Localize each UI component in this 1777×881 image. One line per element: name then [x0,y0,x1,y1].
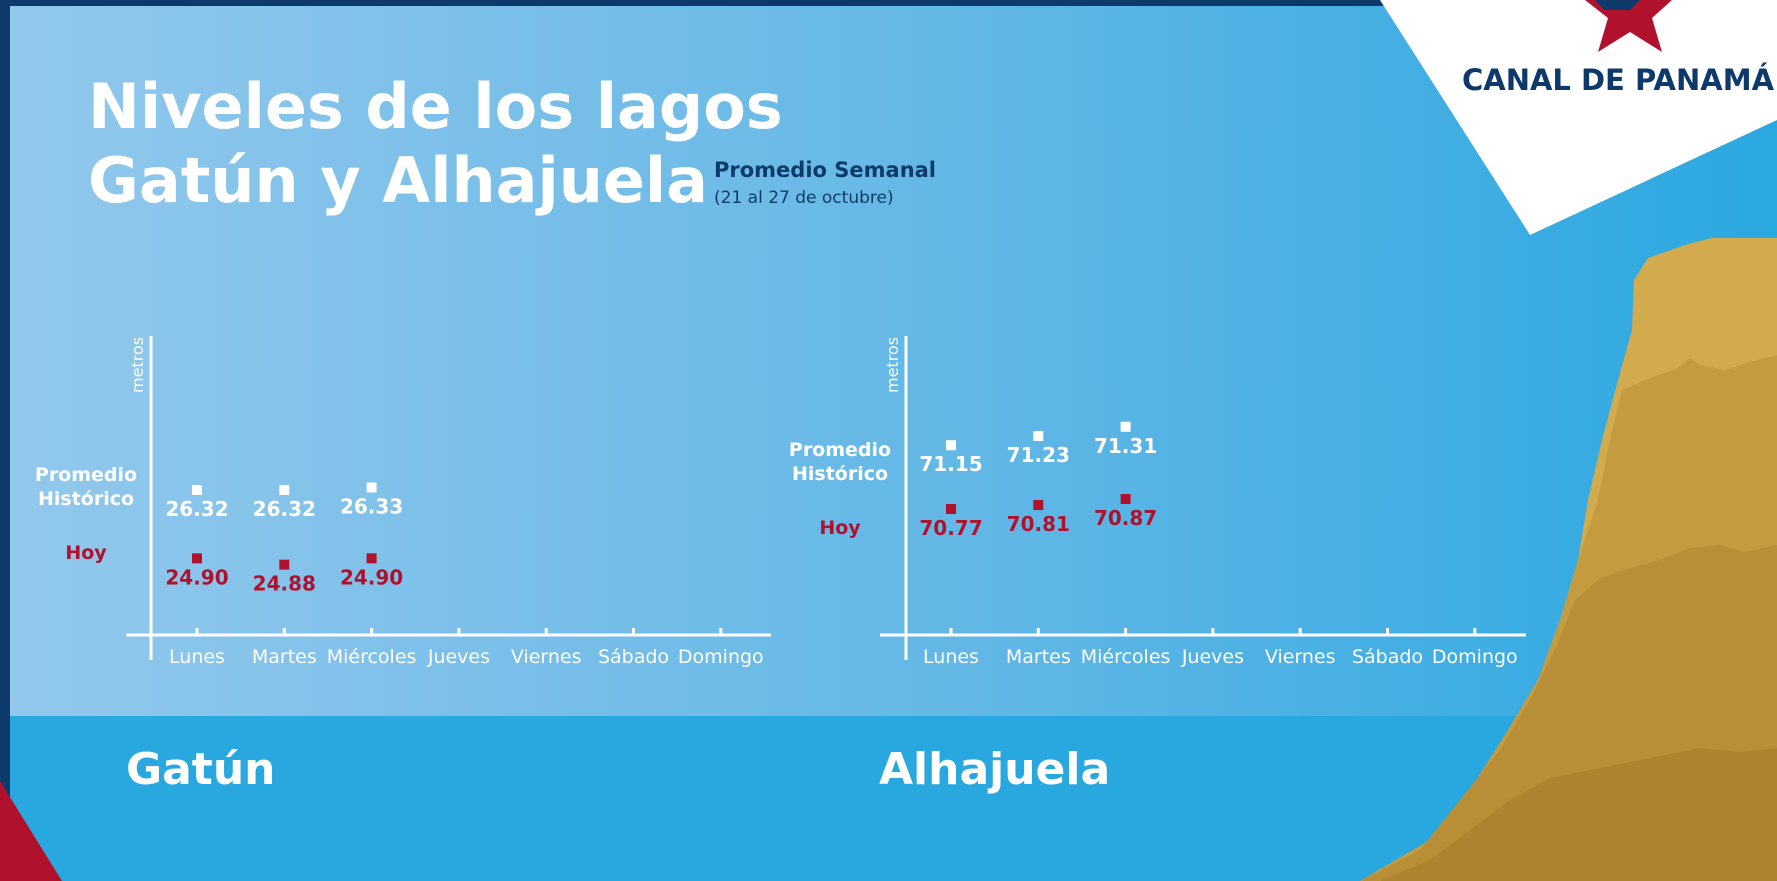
hoy-value-label: 24.90 [340,565,403,589]
hoy-point [192,553,202,564]
chart-title: Alhajuela [879,744,1110,795]
x-tick-label: Miércoles [1081,646,1171,668]
y-axis-label: metros [128,337,147,393]
x-tick-label: Domingo [678,646,764,668]
historico-point [946,440,956,451]
hoy-value-label: 70.77 [919,516,982,540]
historico-point [1120,421,1131,432]
hoy-point [946,504,956,514]
historico-point [192,485,202,495]
x-tick-label: Sábado [598,646,669,668]
subtitle: Promedio Semanal [714,158,936,182]
historico-value-label: 71.23 [1007,443,1070,467]
x-tick-label: Viernes [1265,646,1336,668]
historico-point [1033,431,1044,441]
x-tick-label: Lunes [923,646,979,668]
x-tick-label: Sábado [1352,646,1423,668]
chart-title: Gatún [126,744,276,795]
x-tick-label: Martes [252,646,317,668]
brand-name: CANAL DE PANAMÁ [1462,63,1775,97]
legend-hoy: Hoy [819,517,861,539]
x-tick-label: Viernes [511,646,582,668]
hoy-point [1120,494,1131,504]
historico-value-label: 26.32 [165,497,228,521]
hoy-value-label: 24.88 [253,572,316,596]
historico-value-label: 71.31 [1094,434,1157,458]
historico-point [279,485,290,495]
left-border [0,0,10,881]
page-title-line2: Gatún y Alhajuela [88,144,708,217]
hoy-value-label: 70.81 [1007,512,1070,536]
historico-value-label: 26.33 [340,495,403,519]
page-title-line1: Niveles de los lagos [88,70,783,143]
hoy-point [366,553,377,564]
historico-point [366,482,377,493]
star-icon [1585,0,1672,52]
x-tick-label: Lunes [169,646,225,668]
hoy-value-label: 24.90 [165,565,228,589]
corner-red-triangle [0,781,62,881]
legend-hoy: Hoy [65,542,107,564]
x-tick-label: Jueves [1181,646,1244,668]
legend-historico-line1: Promedio [35,464,137,486]
legend-historico-line2: Histórico [792,463,888,485]
x-tick-label: Jueves [427,646,490,668]
hoy-value-label: 70.87 [1094,506,1157,530]
date-range: (21 al 27 de octubre) [714,188,894,208]
chart-marks: Lunes Martes Miércoles Jueves Viernes Sábado D… [919,421,1518,668]
x-tick-label: Domingo [1432,646,1518,668]
historico-value-label: 71.15 [919,452,982,476]
y-axis-label: metros [883,337,902,393]
chart-marks: Lunes Martes Miércoles Jueves Viernes Sábado D… [165,482,764,668]
x-tick-label: Miércoles [327,646,417,668]
logo-panel [1380,0,1777,235]
legend-historico-line1: Promedio [789,439,891,461]
hoy-point [279,559,290,570]
chart-gatun: metros Promedio Histórico Hoy Lunes Marte… [35,336,771,795]
hoy-point [1033,500,1044,510]
top-border [0,0,1390,6]
chart-alhajuela: metros Promedio Histórico Hoy Lunes Marte… [789,336,1526,795]
cliff-illustration [1360,238,1777,881]
historico-value-label: 26.32 [253,497,316,521]
legend-historico-line2: Histórico [38,488,134,510]
x-tick-label: Martes [1006,646,1071,668]
